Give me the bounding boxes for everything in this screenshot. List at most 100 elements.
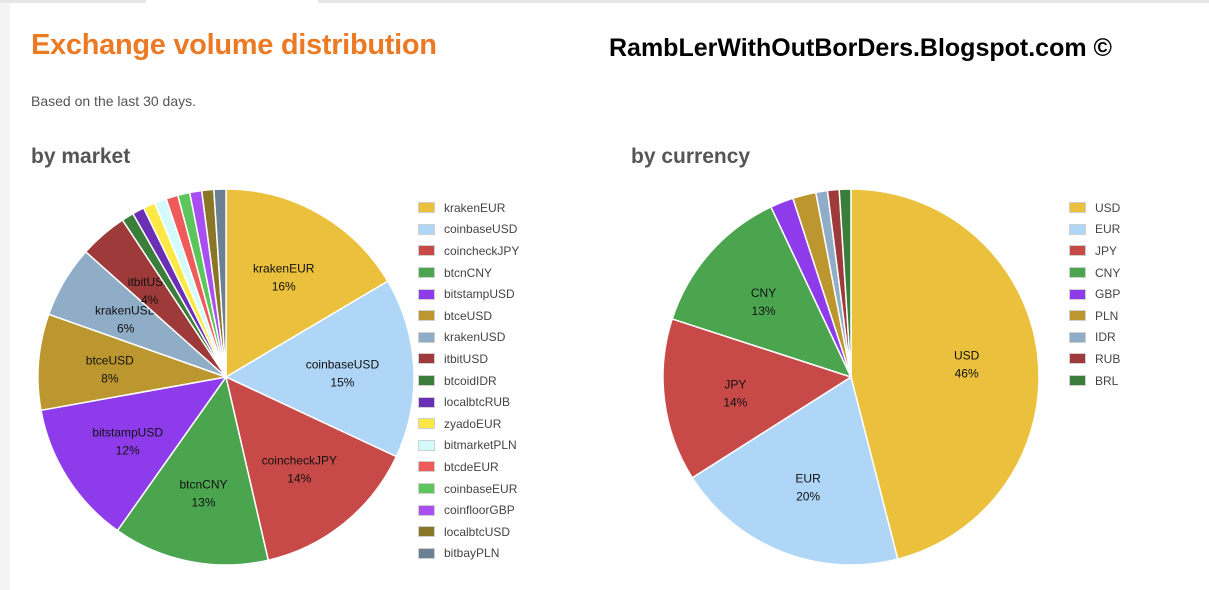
- legend-label: USD: [1095, 200, 1121, 215]
- legend-item-btcdeeur[interactable]: btcdeEUR: [418, 456, 519, 478]
- currency-legend: USD EUR JPY CNY GBP PLN IDR RUB BRL: [1069, 197, 1120, 391]
- legend-swatch: [418, 504, 435, 516]
- legend-item-btcoididr[interactable]: btcoidIDR: [418, 370, 519, 392]
- legend-label: localbtcUSD: [444, 524, 511, 539]
- legend-item-jpy[interactable]: JPY: [1069, 240, 1120, 262]
- legend-item-coinfloorgbp[interactable]: coinfloorGBP: [418, 499, 519, 521]
- legend-swatch: [418, 223, 435, 235]
- slice-label-btcncny: btcnCNY 13%: [179, 477, 227, 509]
- legend-swatch: [1069, 353, 1086, 365]
- legend-item-coinbaseusd[interactable]: coinbaseUSD: [418, 219, 519, 241]
- legend-item-gbp[interactable]: GBP: [1069, 283, 1120, 305]
- legend-item-pln[interactable]: PLN: [1069, 305, 1120, 327]
- legend-swatch: [418, 267, 435, 279]
- legend-swatch: [1069, 375, 1086, 387]
- legend-label: itbitUSD: [444, 351, 489, 366]
- slice-label-coinbaseusd: coinbaseUSD 15%: [306, 357, 380, 389]
- legend-label: coinbaseEUR: [444, 481, 518, 496]
- legend-label: CNY: [1095, 265, 1121, 280]
- legend-swatch: [418, 547, 435, 559]
- legend-label: bitstampUSD: [444, 287, 515, 302]
- pie-slice-coincheckjpy[interactable]: [224, 375, 398, 562]
- legend-swatch: [418, 396, 435, 408]
- legend-swatch: [418, 310, 435, 322]
- pie-slice-coinbaseusd[interactable]: [224, 280, 415, 458]
- slice-label-cny: CNY 13%: [751, 286, 776, 318]
- pie-slice-usd[interactable]: [850, 188, 1040, 561]
- slice-label-jpy: JPY 14%: [723, 378, 747, 410]
- legend-item-localbtcusd[interactable]: localbtcUSD: [418, 521, 519, 543]
- pie-slice-cny[interactable]: [671, 205, 853, 379]
- legend-label: btcoidIDR: [444, 373, 497, 388]
- legend-label: btcnCNY: [444, 265, 493, 280]
- slice-label-krakenusd: krakenUSD 6%: [95, 304, 157, 336]
- legend-item-idr[interactable]: IDR: [1069, 327, 1120, 349]
- legend-label: zyadoEUR: [444, 416, 502, 431]
- legend-swatch: [418, 353, 435, 365]
- legend-label: bitbayPLN: [444, 546, 500, 561]
- legend-swatch: [1069, 310, 1086, 322]
- legend-label: GBP: [1095, 287, 1121, 302]
- pie-slice-bitbaypln[interactable]: [213, 188, 227, 378]
- legend-item-eur[interactable]: EUR: [1069, 219, 1120, 241]
- legend-item-rub[interactable]: RUB: [1069, 348, 1120, 370]
- legend-label: EUR: [1095, 222, 1121, 237]
- legend-label: btceUSD: [444, 308, 493, 323]
- pie-slice-btcncny[interactable]: [116, 375, 270, 566]
- legend-item-brl[interactable]: BRL: [1069, 370, 1120, 392]
- legend-label: coinfloorGBP: [444, 503, 515, 518]
- legend-swatch: [418, 202, 435, 214]
- slice-label-usd: USD 46%: [954, 348, 980, 380]
- legend-item-krakeneur[interactable]: krakenEUR: [418, 197, 519, 219]
- legend-item-coincheckjpy[interactable]: coincheckJPY: [418, 240, 519, 262]
- legend-swatch: [1069, 288, 1086, 300]
- legend-item-krakenusd[interactable]: krakenUSD: [418, 327, 519, 349]
- legend-item-btcncny[interactable]: btcnCNY: [418, 262, 519, 284]
- legend-swatch: [1069, 267, 1086, 279]
- pie-slice-krakeneur[interactable]: [225, 188, 389, 379]
- legend-swatch: [418, 331, 435, 343]
- legend-swatch: [1069, 245, 1086, 257]
- legend-item-btceusd[interactable]: btceUSD: [418, 305, 519, 327]
- tab-strip: [0, 0, 1209, 3]
- legend-item-bitstampusd[interactable]: bitstampUSD: [418, 283, 519, 305]
- active-tab-indicator[interactable]: [146, 0, 318, 3]
- legend-swatch: [418, 418, 435, 430]
- legend-label: RUB: [1095, 351, 1121, 366]
- legend-swatch: [418, 483, 435, 495]
- legend-item-bitmarketpln[interactable]: bitmarketPLN: [418, 435, 519, 457]
- legend-swatch: [418, 461, 435, 473]
- legend-swatch: [1069, 223, 1086, 235]
- legend-label: BRL: [1095, 373, 1119, 388]
- market-legend: krakenEUR coinbaseUSD coincheckJPY btcnCNY b…: [418, 197, 519, 564]
- legend-swatch: [1069, 202, 1086, 214]
- pie-slice-brl[interactable]: [838, 188, 852, 378]
- legend-label: bitmarketPLN: [444, 438, 517, 453]
- legend-item-itbitusd[interactable]: itbitUSD: [418, 348, 519, 370]
- slice-label-btceusd: btceUSD 8%: [86, 354, 134, 386]
- legend-item-zyadoeur[interactable]: zyadoEUR: [418, 413, 519, 435]
- legend-label: coincheckJPY: [444, 243, 520, 258]
- legend-item-bitbaypln[interactable]: bitbayPLN: [418, 543, 519, 565]
- legend-swatch: [418, 288, 435, 300]
- legend-swatch: [418, 526, 435, 538]
- currency-section-title: by currency: [631, 145, 751, 168]
- slice-label-eur: EUR 20%: [795, 471, 821, 503]
- page-subtitle: Based on the last 30 days.: [31, 93, 196, 109]
- legend-label: PLN: [1095, 308, 1119, 323]
- pie-slice-bitstampusd[interactable]: [40, 375, 228, 532]
- legend-item-usd[interactable]: USD: [1069, 197, 1120, 219]
- slice-label-bitstampusd: bitstampUSD 12%: [92, 426, 163, 458]
- watermark-text: RambLerWithOutBorDers.Blogspot.com ©: [609, 34, 1112, 62]
- legend-label: JPY: [1095, 243, 1118, 258]
- legend-label: krakenUSD: [444, 330, 506, 345]
- legend-swatch: [418, 245, 435, 257]
- legend-item-localbtcrub[interactable]: localbtcRUB: [418, 391, 519, 413]
- legend-item-cny[interactable]: CNY: [1069, 262, 1120, 284]
- pie-slice-jpy[interactable]: [662, 317, 853, 479]
- pie-slice-btceusd[interactable]: [37, 313, 229, 412]
- page-title: Exchange volume distribution: [31, 29, 437, 61]
- pie-slice-eur[interactable]: [691, 375, 899, 566]
- legend-item-coinbaseeur[interactable]: coinbaseEUR: [418, 478, 519, 500]
